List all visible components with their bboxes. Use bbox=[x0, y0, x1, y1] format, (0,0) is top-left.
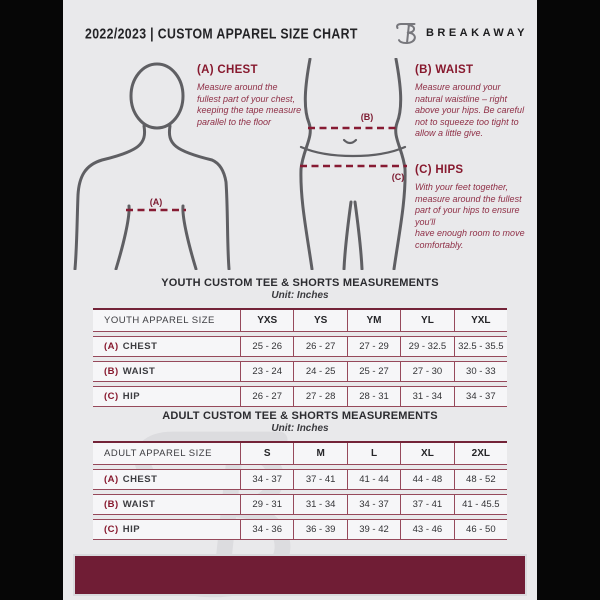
table-header-row: ADULT APPAREL SIZE S M L XL 2XL bbox=[93, 441, 507, 465]
column-header: YL bbox=[401, 310, 455, 331]
column-header: S bbox=[241, 443, 295, 464]
table-cell: 27 - 30 bbox=[401, 362, 455, 381]
table-cell: 48 - 52 bbox=[466, 474, 496, 485]
table-cell: 32.5 - 35.5 bbox=[458, 341, 504, 352]
size-chart-page: 2022/2023 | CUSTOM APPAREL SIZE CHART BR… bbox=[63, 0, 537, 600]
row-prefix: (B) bbox=[104, 366, 119, 377]
hips-guide-text: With your feet together, measure around … bbox=[415, 182, 525, 250]
table-cell: 37 - 41 bbox=[401, 495, 455, 514]
table-cell: 27 - 29 bbox=[348, 337, 402, 356]
youth-table-unit: Unit: Inches bbox=[271, 290, 329, 301]
breakaway-logo-icon bbox=[395, 20, 419, 46]
row-prefix: (B) bbox=[104, 499, 119, 510]
table-cell: 23 - 24 bbox=[241, 362, 295, 381]
table-cell: 31 - 34 bbox=[294, 495, 348, 514]
table-cell: 26 - 27 bbox=[294, 337, 348, 356]
table-cell: 41 - 45.5 bbox=[462, 499, 500, 510]
chest-guide-heading: (A) CHEST bbox=[197, 64, 258, 76]
table-cell: 27 - 28 bbox=[294, 387, 348, 406]
table-cell: 34 - 36 bbox=[241, 520, 295, 539]
column-header: YXL bbox=[471, 315, 491, 326]
row-header: (B) WAIST bbox=[93, 362, 241, 381]
youth-size-label-header: YOUTH APPAREL SIZE bbox=[93, 310, 241, 331]
table-header-row: YOUTH APPAREL SIZE YXS YS YM YL YXL bbox=[93, 308, 507, 332]
row-prefix: (C) bbox=[104, 391, 119, 402]
table-cell: 36 - 39 bbox=[294, 520, 348, 539]
column-header: M bbox=[294, 443, 348, 464]
waist-hips-figure: (B) (C) bbox=[288, 57, 420, 275]
table-cell: 25 - 27 bbox=[348, 362, 402, 381]
column-header: L bbox=[348, 443, 402, 464]
chest-guide-text: Measure around the fullest part of your … bbox=[197, 82, 302, 127]
waist-guide-heading: (B) WAIST bbox=[415, 64, 474, 76]
column-header: YXS bbox=[241, 310, 295, 331]
table-row-hip: (C) HIP 26 - 27 27 - 28 28 - 31 31 - 34 … bbox=[93, 386, 507, 407]
row-label: WAIST bbox=[122, 499, 156, 510]
table-cell: 34 - 37 bbox=[348, 495, 402, 514]
youth-size-table: YOUTH APPAREL SIZE YXS YS YM YL YXL (A) … bbox=[93, 308, 507, 407]
adult-table-title: ADULT CUSTOM TEE & SHORTS MEASUREMENTS bbox=[162, 410, 438, 422]
table-cell: 39 - 42 bbox=[348, 520, 402, 539]
footer-accent-bar bbox=[73, 554, 527, 596]
table-cell: 34 - 37 bbox=[241, 470, 295, 489]
hips-guide-heading: (C) HIPS bbox=[415, 164, 464, 176]
row-label: CHEST bbox=[122, 341, 158, 352]
row-header: (A) CHEST bbox=[93, 337, 241, 356]
page-title: 2022/2023 | CUSTOM APPAREL SIZE CHART bbox=[85, 24, 358, 42]
table-cell: 28 - 31 bbox=[348, 387, 402, 406]
adult-table-section: ADULT CUSTOM TEE & SHORTS MEASUREMENTS U… bbox=[93, 410, 507, 540]
column-header: YS bbox=[294, 310, 348, 331]
brand-name: BREAKAWAY bbox=[425, 27, 528, 39]
row-header: (C) HIP bbox=[93, 520, 241, 539]
table-row-chest: (A) CHEST 25 - 26 26 - 27 27 - 29 29 - 3… bbox=[93, 336, 507, 357]
table-cell: 46 - 50 bbox=[466, 524, 496, 535]
waist-marker-label: (B) bbox=[361, 112, 374, 122]
table-row-hip: (C) HIP 34 - 36 36 - 39 39 - 42 43 - 46 … bbox=[93, 519, 507, 540]
row-prefix: (A) bbox=[104, 474, 119, 485]
table-row-chest: (A) CHEST 34 - 37 37 - 41 41 - 44 44 - 4… bbox=[93, 469, 507, 490]
hips-marker-label: (C) bbox=[392, 172, 405, 182]
table-cell: 41 - 44 bbox=[348, 470, 402, 489]
table-cell: 34 - 37 bbox=[466, 391, 496, 402]
row-prefix: (A) bbox=[104, 341, 119, 352]
torso-chest-figure: (A) bbox=[71, 58, 231, 275]
brand-lockup: BREAKAWAY bbox=[395, 20, 528, 46]
table-cell: 25 - 26 bbox=[241, 337, 295, 356]
table-cell: 24 - 25 bbox=[294, 362, 348, 381]
youth-table-section: YOUTH CUSTOM TEE & SHORTS MEASUREMENTS U… bbox=[93, 277, 507, 407]
adult-size-table: ADULT APPAREL SIZE S M L XL 2XL (A) CHES… bbox=[93, 441, 507, 540]
table-cell: 44 - 48 bbox=[401, 470, 455, 489]
row-header: (C) HIP bbox=[93, 387, 241, 406]
adult-size-label-header: ADULT APPAREL SIZE bbox=[93, 443, 241, 464]
youth-table-title: YOUTH CUSTOM TEE & SHORTS MEASUREMENTS bbox=[161, 277, 439, 289]
table-cell: 29 - 32.5 bbox=[401, 337, 455, 356]
column-header: XL bbox=[401, 443, 455, 464]
column-header: YM bbox=[348, 310, 402, 331]
row-label: HIP bbox=[122, 524, 141, 535]
table-cell: 30 - 33 bbox=[466, 366, 496, 377]
page-header: 2022/2023 | CUSTOM APPAREL SIZE CHART BR… bbox=[85, 20, 524, 46]
table-row-waist: (B) WAIST 23 - 24 24 - 25 25 - 27 27 - 3… bbox=[93, 361, 507, 382]
column-header: 2XL bbox=[471, 448, 490, 459]
row-prefix: (C) bbox=[104, 524, 119, 535]
row-label: WAIST bbox=[122, 366, 156, 377]
waist-guide: (B) WAIST Measure around your natural wa… bbox=[415, 64, 529, 140]
row-header: (A) CHEST bbox=[93, 470, 241, 489]
chest-guide: (A) CHEST Measure around the fullest par… bbox=[197, 64, 303, 128]
row-header: (B) WAIST bbox=[93, 495, 241, 514]
waist-guide-text: Measure around your natural waistline – … bbox=[415, 82, 525, 139]
row-label: CHEST bbox=[122, 474, 158, 485]
table-cell: 43 - 46 bbox=[401, 520, 455, 539]
table-row-waist: (B) WAIST 29 - 31 31 - 34 34 - 37 37 - 4… bbox=[93, 494, 507, 515]
table-cell: 37 - 41 bbox=[294, 470, 348, 489]
table-cell: 26 - 27 bbox=[241, 387, 295, 406]
chest-marker-label: (A) bbox=[150, 197, 163, 207]
adult-table-unit: Unit: Inches bbox=[271, 423, 329, 434]
row-label: HIP bbox=[122, 391, 141, 402]
table-cell: 29 - 31 bbox=[241, 495, 295, 514]
hips-guide: (C) HIPS With your feet together, measur… bbox=[415, 164, 529, 251]
table-cell: 31 - 34 bbox=[401, 387, 455, 406]
